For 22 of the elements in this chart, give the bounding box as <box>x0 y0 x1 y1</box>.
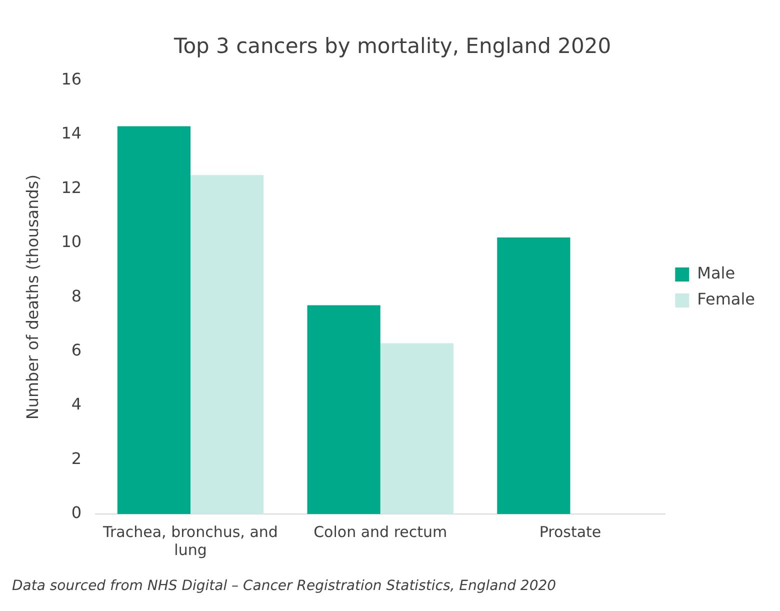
y-tick-label: 14 <box>61 124 82 143</box>
bar <box>497 237 570 514</box>
y-tick-label: 10 <box>61 232 82 252</box>
y-tick-label: 0 <box>71 503 82 522</box>
bar <box>307 305 380 514</box>
y-tick-label: 8 <box>71 286 82 306</box>
x-tick-label: Trachea, bronchus, and lung <box>102 522 278 559</box>
bar <box>117 126 190 514</box>
chart-title: Top 3 cancers by mortality, England 2020 <box>172 34 612 58</box>
bar <box>190 175 264 514</box>
y-tick-label: 4 <box>71 394 82 414</box>
text: Data sourced from NHS Digital – Cancer Registration Statistics, England 2020 <box>12 578 556 594</box>
x-tick-label: Prostate <box>539 522 602 541</box>
y-axis-title: Number of deaths (thousands) <box>22 174 42 420</box>
y-tick-label: 16 <box>61 69 82 88</box>
legend-label: Female <box>697 290 756 309</box>
bar <box>380 343 454 514</box>
y-tick-label: 6 <box>71 340 82 360</box>
y-tick-label: 12 <box>61 178 82 197</box>
legend-label: Male <box>697 264 736 283</box>
x-tick-label: Colon and rectum <box>314 522 448 541</box>
y-tick-label: 2 <box>71 448 82 468</box>
